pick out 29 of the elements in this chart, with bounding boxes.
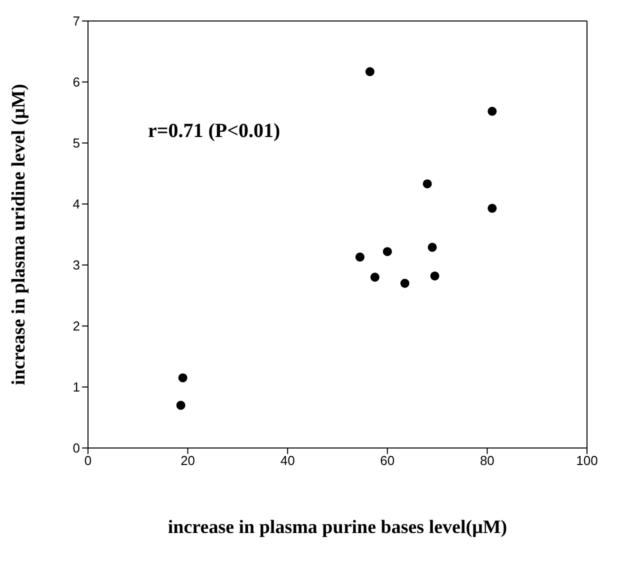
x-tick-label: 40 (280, 453, 295, 468)
point (430, 271, 440, 280)
point (355, 252, 364, 262)
y-tick-label: 2 (72, 318, 80, 334)
point (382, 247, 392, 256)
x-tick-label: 0 (84, 453, 92, 468)
point (488, 106, 497, 116)
y-axis-title: increase in plasma uridine level (μM) (8, 84, 30, 386)
x-tick-label: 80 (480, 453, 494, 468)
x-tick-label: 20 (180, 453, 196, 468)
x-tick-label: 60 (380, 453, 395, 468)
annotation: r=0.71 (P<0.01) (148, 120, 280, 143)
point (176, 400, 186, 410)
y-tick-label: 4 (72, 196, 80, 212)
y-tick-label: 0 (72, 440, 80, 456)
y-tick-label: 6 (72, 74, 80, 90)
x-axis-title: increase in plasma purine bases level(μM) (168, 517, 508, 538)
point (422, 179, 432, 188)
point (428, 242, 437, 252)
x-tick-label: 100 (576, 453, 598, 468)
point (365, 67, 374, 76)
point (400, 278, 410, 288)
point (488, 204, 497, 213)
y-tick-label: 5 (72, 136, 80, 151)
y-tick-label: 1 (72, 380, 80, 395)
y-tick-label: 7 (72, 14, 80, 29)
point (178, 373, 188, 382)
y-tick-label: 3 (72, 258, 80, 273)
point (370, 272, 380, 282)
